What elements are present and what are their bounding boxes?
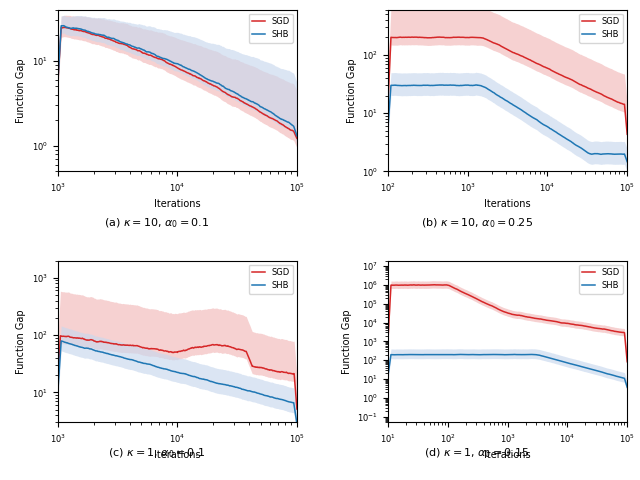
SGD xyxy=(234,346,242,352)
SGD xyxy=(195,75,203,81)
SHB xyxy=(195,375,203,381)
SHB xyxy=(443,352,451,358)
SGD xyxy=(443,282,451,288)
Line: SGD: SGD xyxy=(388,37,627,134)
Line: SHB: SHB xyxy=(58,25,297,136)
SHB xyxy=(511,351,518,357)
SGD xyxy=(384,102,392,108)
SHB xyxy=(293,133,301,139)
SHB xyxy=(451,82,459,88)
SHB xyxy=(54,83,61,89)
Text: (a) $\kappa = 10$, $\alpha_0 = 0.1$: (a) $\kappa = 10$, $\alpha_0 = 0.1$ xyxy=(104,216,209,230)
Legend: SGD, SHB: SGD, SHB xyxy=(249,264,292,293)
Y-axis label: Function Gap: Function Gap xyxy=(346,58,356,123)
SGD xyxy=(97,33,104,39)
SGD xyxy=(163,348,170,354)
SHB xyxy=(234,92,242,97)
Text: (d) $\kappa = 1$, $\alpha_0 = 0.15$: (d) $\kappa = 1$, $\alpha_0 = 0.15$ xyxy=(424,447,529,460)
SHB xyxy=(54,392,61,398)
SHB xyxy=(460,83,467,88)
SHB xyxy=(293,421,301,427)
Line: SGD: SGD xyxy=(58,336,297,409)
Line: SGD: SGD xyxy=(388,285,627,362)
SGD xyxy=(452,35,460,40)
SGD xyxy=(54,386,61,392)
SHB xyxy=(600,370,608,376)
Legend: SGD, SHB: SGD, SHB xyxy=(579,14,623,43)
X-axis label: Iterations: Iterations xyxy=(484,199,531,209)
SGD xyxy=(600,93,608,98)
SGD xyxy=(623,132,631,137)
SHB xyxy=(97,32,104,37)
SHB xyxy=(163,56,170,62)
X-axis label: Iterations: Iterations xyxy=(484,450,531,460)
SGD xyxy=(460,290,468,296)
Text: (c) $\kappa = 1$, $\alpha_0 = 0.1$: (c) $\kappa = 1$, $\alpha_0 = 0.1$ xyxy=(108,447,205,460)
SHB xyxy=(623,159,631,165)
SGD xyxy=(54,84,61,90)
Y-axis label: Function Gap: Function Gap xyxy=(16,58,26,123)
SHB xyxy=(541,354,549,360)
SHB xyxy=(443,82,451,88)
SGD xyxy=(429,282,437,288)
Line: SGD: SGD xyxy=(58,27,297,138)
Y-axis label: Function Gap: Function Gap xyxy=(342,309,352,374)
X-axis label: Iterations: Iterations xyxy=(154,450,200,460)
Legend: SGD, SHB: SGD, SHB xyxy=(579,264,623,293)
SGD xyxy=(293,135,301,141)
SGD xyxy=(97,338,104,344)
SGD xyxy=(571,79,579,84)
SGD xyxy=(452,286,460,291)
SGD xyxy=(195,344,203,350)
SHB xyxy=(97,349,104,355)
SGD xyxy=(600,326,608,332)
SGD xyxy=(214,342,221,348)
SGD xyxy=(443,35,451,40)
SGD xyxy=(460,35,468,40)
SGD xyxy=(571,322,579,327)
SHB xyxy=(58,338,65,344)
SGD xyxy=(541,317,549,323)
Line: SHB: SHB xyxy=(388,354,627,387)
SGD xyxy=(234,96,242,102)
Line: SHB: SHB xyxy=(388,85,627,162)
Legend: SGD, SHB: SGD, SHB xyxy=(249,14,292,43)
SHB xyxy=(384,373,392,379)
SGD xyxy=(56,333,64,339)
X-axis label: Iterations: Iterations xyxy=(154,199,200,209)
SHB xyxy=(571,141,579,147)
SGD xyxy=(116,40,124,46)
SGD xyxy=(293,406,301,412)
SGD xyxy=(214,85,221,91)
SGD xyxy=(435,34,443,40)
SHB xyxy=(214,381,221,386)
SHB xyxy=(571,362,579,368)
SGD xyxy=(116,342,124,348)
SHB xyxy=(451,352,459,358)
SGD xyxy=(384,339,392,345)
SGD xyxy=(623,359,631,365)
SHB xyxy=(116,38,124,44)
SHB xyxy=(472,82,480,88)
SGD xyxy=(163,60,170,65)
SHB xyxy=(234,385,242,391)
SHB xyxy=(116,354,124,360)
Y-axis label: Function Gap: Function Gap xyxy=(16,309,26,374)
SGD xyxy=(541,64,549,70)
Text: (b) $\kappa = 10$, $\alpha_0 = 0.25$: (b) $\kappa = 10$, $\alpha_0 = 0.25$ xyxy=(420,216,533,230)
SHB xyxy=(623,384,631,390)
SHB xyxy=(214,80,221,86)
SHB xyxy=(195,71,203,77)
SHB xyxy=(541,123,549,129)
SHB xyxy=(600,151,608,157)
Line: SHB: SHB xyxy=(58,341,297,424)
SGD xyxy=(60,24,68,30)
SHB xyxy=(460,352,467,358)
SHB xyxy=(163,366,170,372)
SHB xyxy=(384,126,392,132)
SHB xyxy=(60,23,67,28)
